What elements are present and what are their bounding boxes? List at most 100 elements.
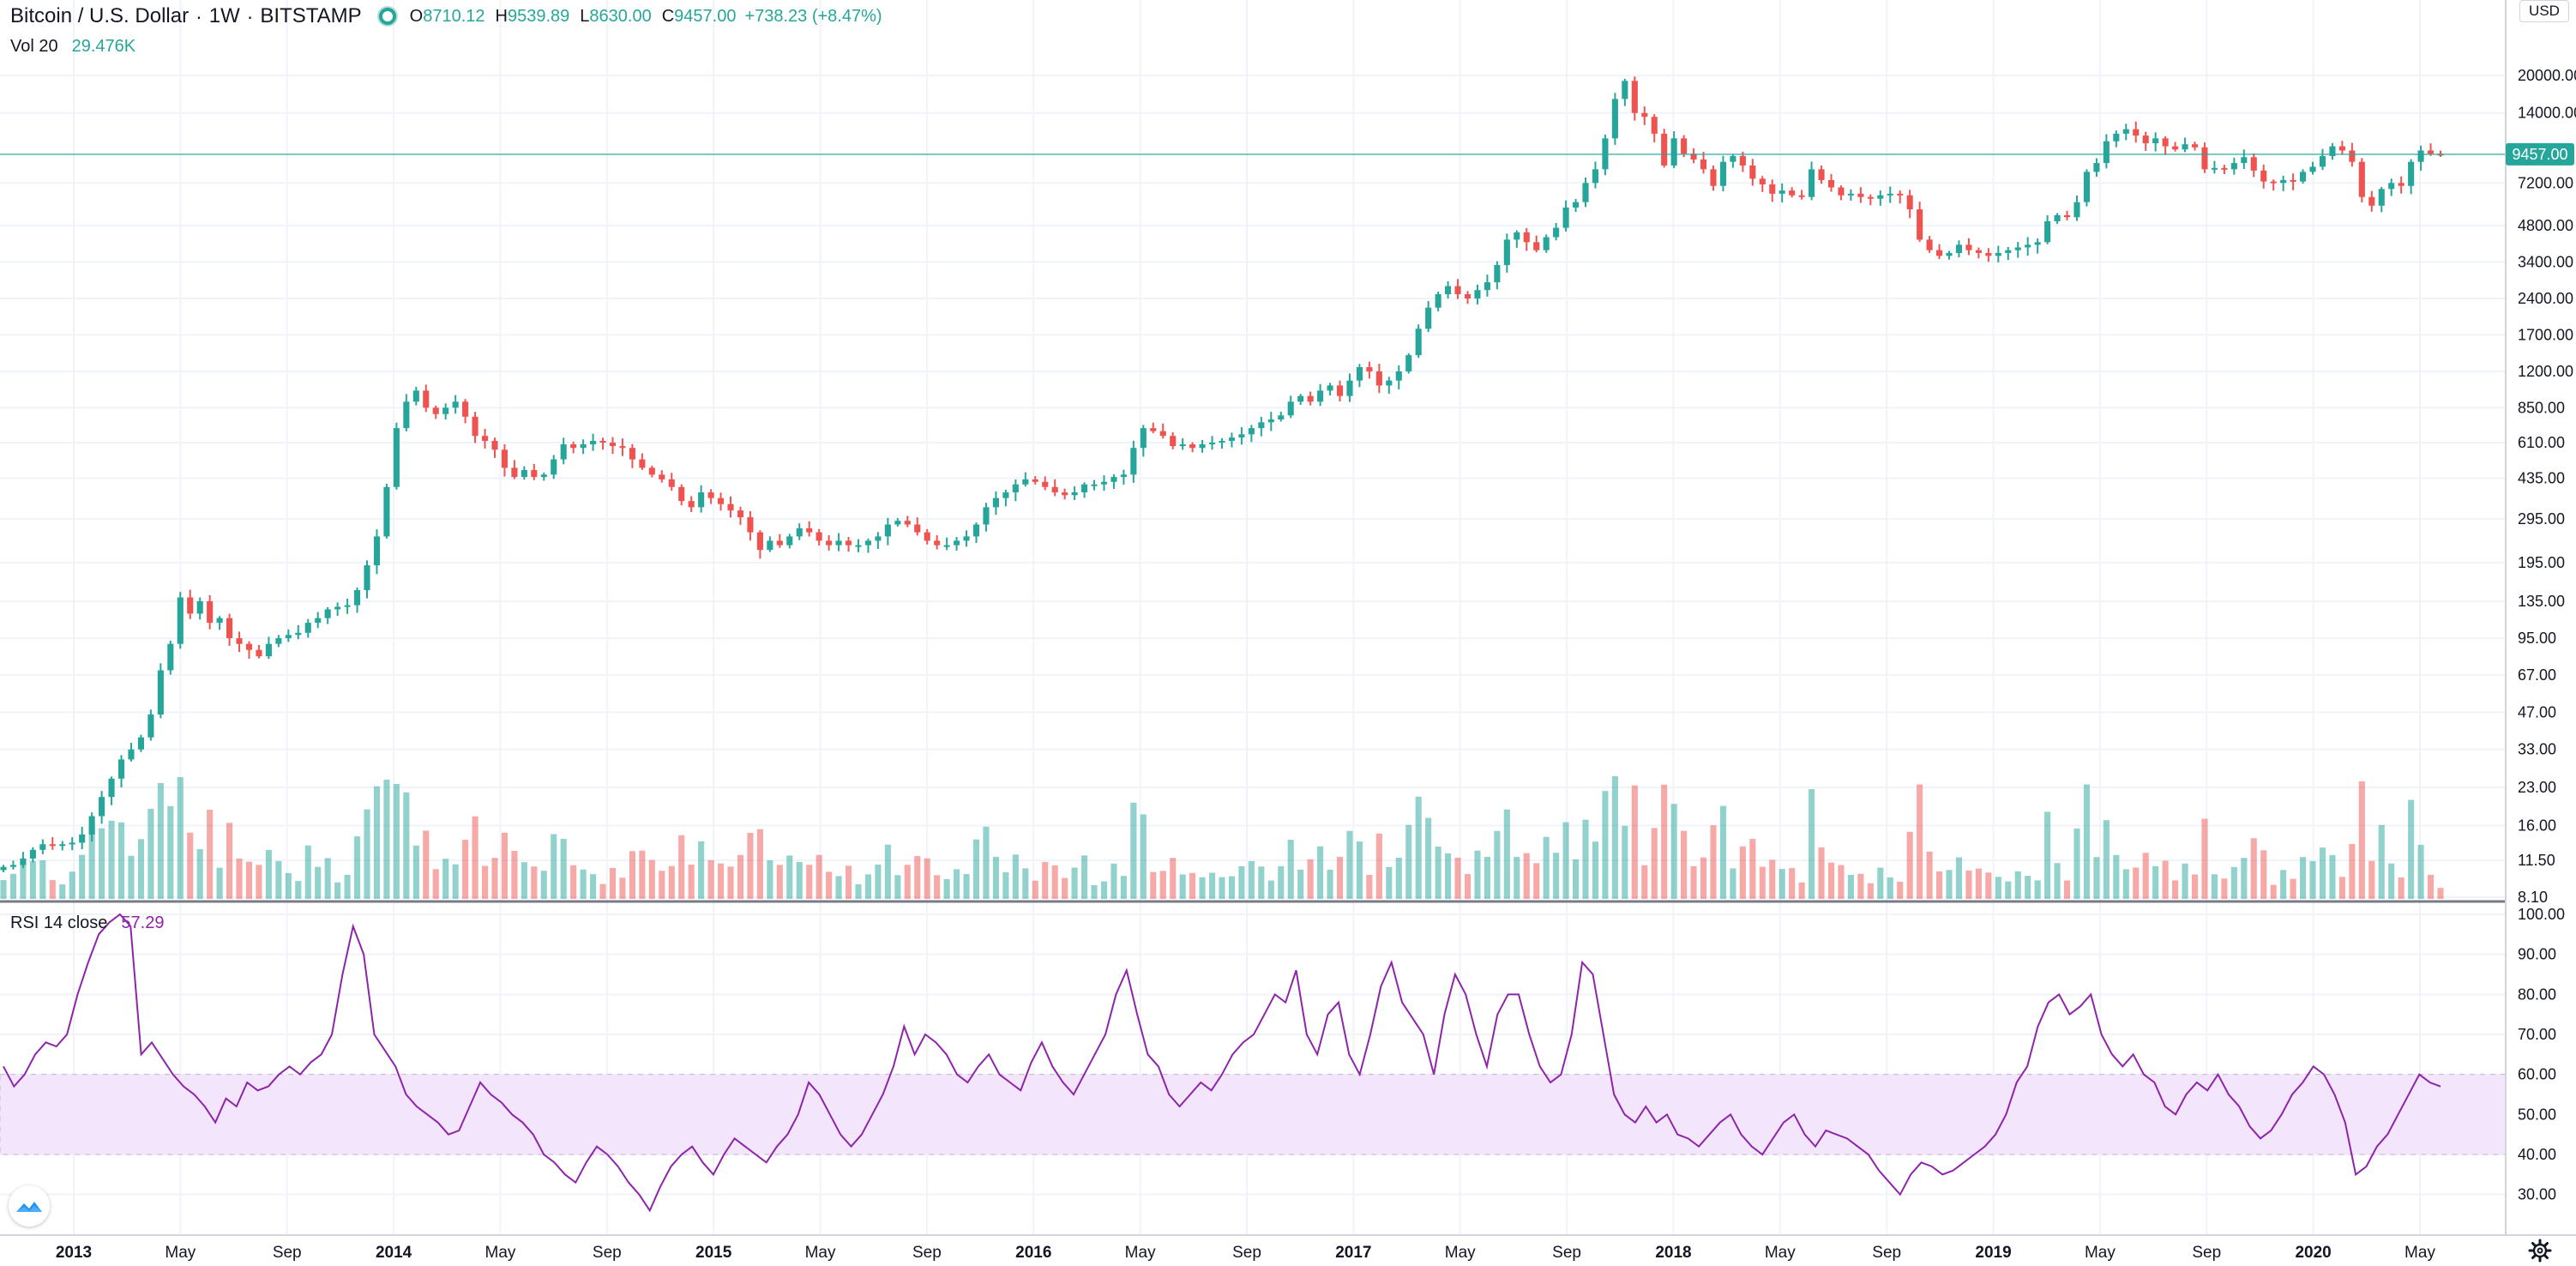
candle: [187, 597, 194, 614]
candle: [1248, 428, 1255, 435]
candle: [1553, 227, 1560, 238]
candle: [855, 545, 862, 547]
volume-bar: [2014, 871, 2021, 899]
volume-bar: [1926, 851, 1933, 899]
candle: [1651, 117, 1658, 134]
candle: [599, 441, 606, 443]
last-price-badge-text: 9457.00: [2512, 146, 2567, 163]
legend-separator: ·: [246, 4, 254, 27]
volume-bar: [1779, 869, 1785, 899]
volume-bar: [1670, 804, 1677, 899]
rsi-axis[interactable]: 100.00 90.00 80.00 70.00 60.00 50.00 40.00 30.0…: [2518, 906, 2565, 1203]
time-tick-label: May: [1125, 1244, 1156, 1262]
volume-bar: [167, 805, 174, 899]
price-tick-label: 1700.00: [2518, 326, 2573, 343]
candle: [894, 521, 901, 525]
rsi-tick-label: 90.00: [2518, 946, 2556, 963]
volume-bar: [2005, 881, 2012, 899]
candle: [1012, 484, 1019, 493]
candle: [1946, 252, 1953, 256]
candle: [904, 521, 911, 525]
candle: [2398, 183, 2404, 186]
candle: [1219, 441, 1225, 443]
volume-bar: [1494, 830, 1501, 899]
volume-bar: [1602, 791, 1609, 899]
candle: [1906, 195, 1913, 210]
volume-bar: [1661, 784, 1668, 899]
interval-label[interactable]: 1W: [208, 4, 240, 27]
volume-bar: [315, 866, 322, 899]
close-value: 9457.00: [674, 6, 737, 26]
volume-bar: [20, 863, 27, 899]
candle: [668, 479, 675, 487]
candle: [1838, 187, 1845, 196]
rsi-value: 57.29: [121, 913, 165, 932]
candle: [2103, 141, 2110, 164]
close-key: C: [661, 6, 675, 26]
candle: [954, 540, 960, 546]
volume-bar: [157, 783, 164, 899]
candle: [1140, 428, 1147, 449]
volume-bar: [767, 859, 773, 899]
volume-bar: [1375, 833, 1382, 899]
candle: [983, 507, 990, 525]
candle: [403, 401, 410, 429]
volume-bar: [265, 849, 272, 899]
volume-bar: [1553, 853, 1560, 899]
candle: [1857, 193, 1864, 197]
candle: [1071, 492, 1078, 496]
volume-bar: [353, 836, 361, 899]
candle: [1445, 286, 1452, 295]
candle: [383, 486, 390, 537]
volume-bar: [1386, 866, 1393, 899]
candle: [2083, 172, 2091, 202]
candle: [2113, 133, 2120, 142]
candle: [943, 545, 950, 547]
candle: [423, 390, 430, 408]
candle: [59, 844, 66, 847]
symbol-name[interactable]: Bitcoin / U.S. Dollar: [10, 4, 190, 27]
candle: [619, 446, 626, 449]
volume-bar: [1445, 853, 1452, 899]
volume-bar: [432, 869, 439, 899]
price-tick-label: 8.10: [2518, 889, 2548, 906]
volume-legend[interactable]: Vol 20 29.476K: [10, 34, 135, 58]
volume-bar: [2152, 865, 2159, 899]
rsi-legend[interactable]: RSI 14 close 57.29: [10, 911, 164, 935]
rsi-tick-label: 80.00: [2518, 986, 2556, 1003]
candle: [236, 638, 243, 644]
candle: [1877, 195, 1884, 199]
candle: [1572, 202, 1580, 208]
candle: [688, 501, 695, 508]
price-axis[interactable]: 20000.00 14000.00 7200.00 4800.00 3400.00 240…: [2518, 67, 2576, 906]
volume-bar: [2191, 874, 2199, 899]
time-tick-label: Sep: [593, 1244, 622, 1262]
volume-bar: [845, 865, 852, 899]
volume-bar: [1897, 881, 1904, 899]
candle: [718, 497, 725, 504]
candle: [1936, 250, 1943, 256]
volume-bar: [452, 864, 459, 899]
currency-label[interactable]: USD: [2519, 0, 2569, 22]
volume-bar: [639, 850, 646, 899]
candle: [1150, 428, 1157, 431]
time-axis[interactable]: 2013 May Sep 2014 May Sep 2015 May Sep 2016 May Sep…: [56, 1244, 2436, 1262]
candle: [1042, 481, 1049, 487]
volume-bar: [1514, 857, 1520, 899]
candle: [1985, 252, 1992, 256]
candle: [304, 623, 311, 633]
candle: [412, 390, 419, 402]
change-value: +738.23 (+8.47%): [744, 6, 882, 26]
candle: [1818, 169, 1825, 180]
settings-gear-icon[interactable]: [2528, 1239, 2552, 1263]
candle: [2034, 242, 2041, 245]
volume-bar: [2270, 884, 2277, 899]
candle: [2388, 183, 2395, 190]
tradingview-logo-icon[interactable]: [9, 1185, 50, 1227]
exchange-label[interactable]: BITSTAMP: [260, 4, 362, 27]
candle: [2093, 163, 2100, 172]
candle: [157, 670, 164, 715]
candle: [2290, 179, 2296, 182]
